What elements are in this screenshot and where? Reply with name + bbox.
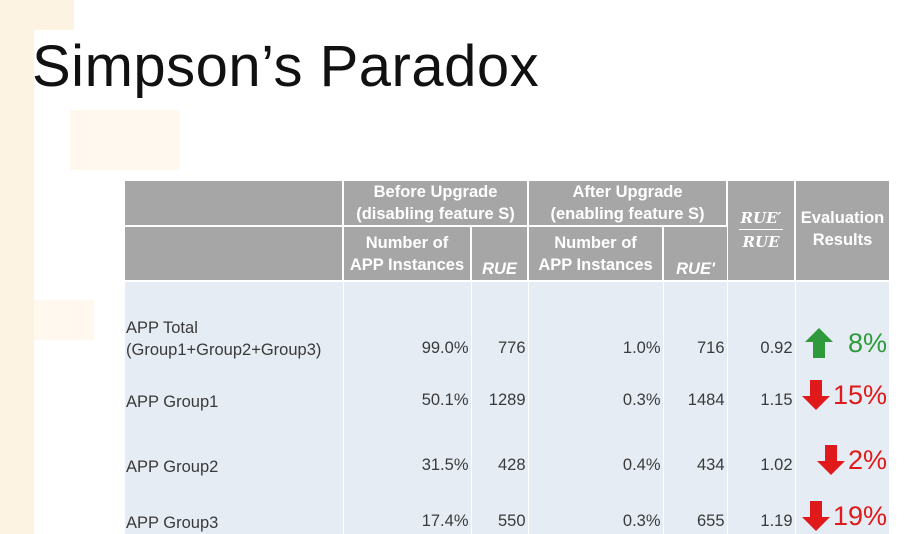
row-label: APP Group2: [125, 413, 344, 478]
ratio-value: 0.92: [727, 281, 796, 361]
before-rue-value: 428: [471, 413, 529, 478]
before-instances-pct: 17.4%: [343, 478, 472, 534]
evaluation-result: 15%: [795, 361, 890, 413]
arrow-down-icon: [801, 500, 831, 532]
header-row-top: Before Upgrade (disabling feature S) Aft…: [125, 181, 890, 282]
ratio-value: 1.15: [727, 361, 796, 413]
after-rue-value: 1484: [663, 361, 728, 413]
header-after-instances: Number of APP Instances: [528, 226, 665, 282]
slide-title: Simpson’s Paradox: [32, 34, 540, 99]
header-instances-line1: Number of: [554, 233, 637, 252]
header-before-instances: Number of APP Instances: [343, 226, 472, 282]
arrow-up-icon: [804, 327, 834, 359]
evaluation-result: 2%: [795, 413, 890, 478]
header-ratio: RUE′ RUE: [727, 181, 797, 282]
ratio-value: 1.19: [727, 478, 796, 534]
header-instances-line1: Number of: [365, 233, 449, 252]
header-before-upgrade: Before Upgrade (disabling feature S): [343, 181, 530, 227]
arrow-down-icon: [801, 379, 831, 411]
header-blank-cell: [125, 226, 344, 282]
header-after-rue: RUE': [663, 226, 728, 282]
table-row: APP Group2 31.5% 428 0.4% 434 1.02 2%: [125, 413, 890, 478]
header-before-rue: RUE: [471, 226, 530, 282]
watermark-band: [0, 0, 34, 534]
header-before-subtitle: (disabling feature S): [356, 205, 515, 223]
after-instances-pct: 0.4%: [528, 413, 664, 478]
before-rue-value: 550: [471, 478, 529, 534]
ratio-denominator: RUE: [742, 233, 780, 251]
evaluation-result: 8%: [795, 281, 890, 361]
row-label: APP Group3: [125, 478, 344, 534]
watermark-shape: [34, 0, 74, 30]
before-instances-pct: 99.0%: [343, 281, 472, 361]
header-blank-cell: [125, 181, 344, 227]
header-row-bottom: Number of APP Instances RUE Number of AP…: [125, 226, 889, 282]
evaluation-percent: 19%: [832, 500, 888, 531]
row-label-line1: APP Group2: [126, 458, 219, 476]
header-rue-label: RUE: [482, 260, 517, 278]
after-instances-pct: 0.3%: [528, 361, 664, 413]
row-label-line1: APP Total: [126, 319, 198, 337]
table-row: APP Group3 17.4% 550 0.3% 655 1.19 19%: [125, 478, 890, 534]
header-instances-line2: APP Instances: [349, 255, 465, 274]
header-evaluation: Evaluation Results: [795, 181, 890, 282]
after-instances-pct: 1.0%: [528, 281, 664, 361]
before-instances-pct: 31.5%: [343, 413, 472, 478]
row-label-line1: APP Group1: [126, 393, 219, 411]
after-rue-value: 655: [663, 478, 728, 534]
header-after-title: After Upgrade: [572, 183, 683, 201]
after-instances-pct: 0.3%: [528, 478, 664, 534]
header-rue-prime-label: RUE': [676, 260, 715, 278]
header-instances-line2: APP Instances: [538, 255, 653, 274]
row-label-line2: (Group1+Group2+Group3): [126, 341, 322, 359]
after-rue-value: 716: [663, 281, 728, 361]
evaluation-percent: 8%: [847, 327, 888, 358]
arrow-down-icon: [816, 444, 846, 476]
evaluation-percent: 2%: [847, 444, 888, 475]
row-label: APP Total (Group1+Group2+Group3): [125, 281, 344, 361]
evaluation-result: 19%: [795, 478, 890, 534]
header-before-title: Before Upgrade: [373, 183, 498, 201]
ratio-numerator: RUE′: [738, 208, 784, 230]
after-rue-value: 434: [663, 413, 728, 478]
ratio-value: 1.02: [727, 413, 796, 478]
evaluation-percent: 15%: [832, 379, 888, 410]
table-row: APP Group1 50.1% 1289 0.3% 1484 1.15 15%: [125, 361, 890, 413]
header-evaluation-line2: Results: [812, 231, 873, 249]
row-label-line1: APP Group3: [126, 514, 219, 532]
table-row: APP Total (Group1+Group2+Group3) 99.0% 776 1…: [125, 281, 890, 361]
watermark-shape: [70, 110, 180, 170]
table-body: APP Total (Group1+Group2+Group3) 99.0% 776 1…: [125, 281, 890, 534]
header-after-upgrade: After Upgrade (enabling feature S): [528, 181, 729, 227]
header-after-subtitle: (enabling feature S): [550, 205, 705, 223]
header-evaluation-line1: Evaluation: [800, 209, 885, 227]
before-rue-value: 776: [471, 281, 529, 361]
comparison-table: Before Upgrade (disabling feature S) Aft…: [125, 181, 890, 534]
before-instances-pct: 50.1%: [343, 361, 472, 413]
before-rue-value: 1289: [471, 361, 529, 413]
watermark-shape: [34, 300, 94, 340]
row-label: APP Group1: [125, 361, 344, 413]
